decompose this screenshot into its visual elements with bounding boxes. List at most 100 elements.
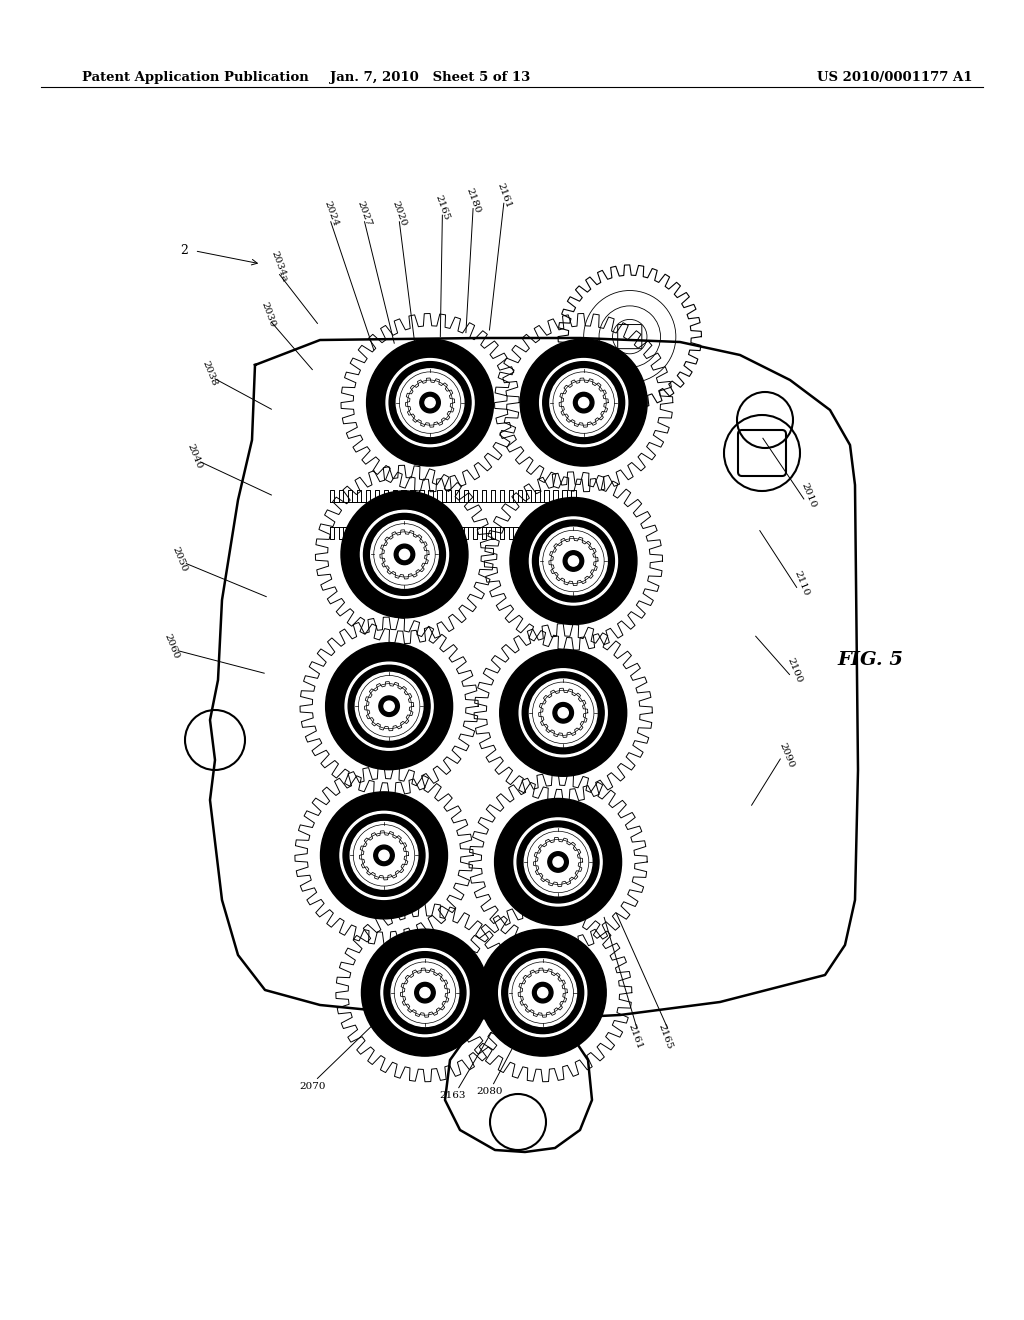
Circle shape — [520, 339, 647, 466]
Circle shape — [543, 362, 625, 444]
FancyBboxPatch shape — [609, 729, 617, 738]
Circle shape — [519, 669, 607, 756]
FancyBboxPatch shape — [446, 348, 455, 356]
FancyBboxPatch shape — [504, 878, 512, 887]
Circle shape — [553, 857, 563, 867]
Circle shape — [367, 339, 494, 466]
FancyBboxPatch shape — [519, 536, 527, 545]
Circle shape — [399, 549, 410, 560]
FancyBboxPatch shape — [430, 871, 438, 880]
FancyBboxPatch shape — [359, 902, 368, 909]
FancyBboxPatch shape — [590, 607, 598, 615]
Text: 2080: 2080 — [476, 1088, 503, 1096]
Text: 2027: 2027 — [355, 199, 374, 228]
FancyBboxPatch shape — [330, 871, 338, 880]
FancyBboxPatch shape — [435, 722, 443, 731]
Text: 2161: 2161 — [626, 1022, 644, 1051]
Text: 2090: 2090 — [777, 741, 796, 770]
Circle shape — [517, 821, 599, 903]
Circle shape — [550, 368, 617, 437]
Circle shape — [379, 850, 389, 861]
Circle shape — [509, 958, 577, 1027]
Circle shape — [396, 368, 464, 437]
Text: 2110: 2110 — [793, 569, 811, 598]
FancyBboxPatch shape — [400, 902, 409, 909]
Circle shape — [384, 701, 394, 711]
Text: 2060: 2060 — [163, 632, 181, 661]
FancyBboxPatch shape — [365, 652, 373, 660]
FancyBboxPatch shape — [488, 1008, 497, 1018]
FancyBboxPatch shape — [574, 908, 583, 916]
FancyBboxPatch shape — [534, 908, 542, 916]
Circle shape — [321, 792, 447, 919]
Text: 2161: 2161 — [495, 181, 513, 210]
Text: 2180: 2180 — [464, 186, 482, 215]
FancyBboxPatch shape — [559, 348, 567, 356]
Text: 2070: 2070 — [299, 1082, 326, 1090]
FancyBboxPatch shape — [620, 577, 628, 586]
Text: 2020: 2020 — [390, 199, 409, 228]
FancyBboxPatch shape — [421, 601, 429, 609]
FancyBboxPatch shape — [476, 378, 484, 387]
Circle shape — [345, 663, 433, 750]
FancyBboxPatch shape — [451, 570, 459, 579]
Circle shape — [573, 392, 594, 413]
FancyBboxPatch shape — [335, 681, 343, 690]
FancyBboxPatch shape — [441, 939, 450, 946]
FancyBboxPatch shape — [589, 968, 597, 977]
Text: 2038: 2038 — [201, 359, 219, 388]
Circle shape — [343, 814, 425, 896]
Circle shape — [420, 987, 430, 998]
FancyBboxPatch shape — [371, 968, 379, 977]
Circle shape — [360, 511, 449, 598]
Text: 2030: 2030 — [259, 300, 278, 329]
Text: Patent Application Publication: Patent Application Publication — [82, 71, 308, 83]
Circle shape — [348, 665, 430, 747]
FancyBboxPatch shape — [406, 348, 414, 356]
FancyBboxPatch shape — [509, 729, 517, 738]
FancyBboxPatch shape — [559, 939, 567, 946]
Circle shape — [350, 821, 418, 890]
Circle shape — [563, 550, 584, 572]
Text: 2040: 2040 — [185, 442, 204, 471]
Circle shape — [502, 952, 584, 1034]
FancyBboxPatch shape — [604, 837, 612, 846]
Text: 2100: 2100 — [785, 656, 804, 685]
Circle shape — [341, 491, 468, 618]
Text: 2050: 2050 — [170, 545, 188, 574]
Circle shape — [548, 851, 568, 873]
Circle shape — [553, 702, 573, 723]
FancyBboxPatch shape — [529, 418, 538, 428]
FancyBboxPatch shape — [534, 808, 542, 816]
Circle shape — [425, 397, 435, 408]
FancyBboxPatch shape — [580, 759, 588, 767]
FancyBboxPatch shape — [359, 801, 368, 809]
FancyBboxPatch shape — [504, 837, 512, 846]
FancyBboxPatch shape — [350, 529, 358, 539]
FancyBboxPatch shape — [609, 688, 617, 697]
FancyBboxPatch shape — [589, 1008, 597, 1018]
Circle shape — [384, 952, 466, 1034]
FancyBboxPatch shape — [509, 688, 517, 697]
Circle shape — [532, 982, 553, 1003]
Circle shape — [394, 544, 415, 565]
Text: 2010: 2010 — [800, 480, 818, 510]
FancyBboxPatch shape — [630, 378, 638, 387]
Circle shape — [495, 799, 622, 925]
FancyBboxPatch shape — [539, 659, 547, 667]
FancyBboxPatch shape — [476, 418, 484, 428]
FancyBboxPatch shape — [559, 449, 567, 457]
Circle shape — [510, 498, 637, 624]
FancyBboxPatch shape — [604, 878, 612, 887]
Text: US 2010/0001177 A1: US 2010/0001177 A1 — [817, 71, 973, 83]
FancyBboxPatch shape — [549, 507, 557, 515]
Text: Jan. 7, 2010   Sheet 5 of 13: Jan. 7, 2010 Sheet 5 of 13 — [330, 71, 530, 83]
Circle shape — [371, 520, 438, 589]
Circle shape — [514, 818, 602, 906]
FancyBboxPatch shape — [406, 449, 414, 457]
FancyBboxPatch shape — [430, 830, 438, 840]
Circle shape — [326, 643, 453, 770]
FancyBboxPatch shape — [559, 1039, 567, 1047]
Circle shape — [374, 845, 394, 866]
Circle shape — [558, 708, 568, 718]
